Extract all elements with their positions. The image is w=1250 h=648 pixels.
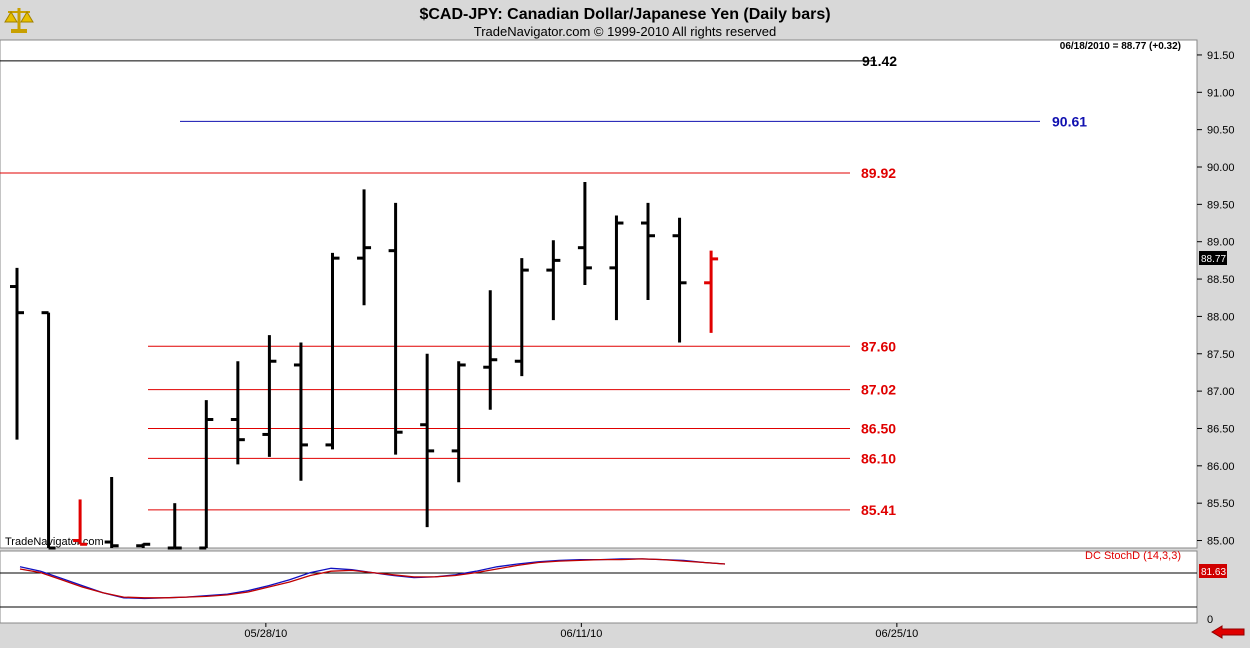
y-tick-label: 89.50 [1207,199,1235,211]
x-axis-ticks: 05/28/10 06/11/10 06/25/10 [244,623,918,640]
y-tick-label: 91.50 [1207,50,1235,62]
chart-title: $CAD-JPY: Canadian Dollar/Japanese Yen (… [419,6,830,23]
last-price-box [1199,251,1227,265]
chart-subtitle: TradeNavigator.com © 1999-2010 All right… [474,24,776,39]
y-tick-label: 85.50 [1207,498,1235,510]
stoch-line-red [19,558,726,599]
level-label-87.60: 87.60 [861,338,896,354]
y-tick-label: 91.00 [1207,87,1235,99]
ohlc-bar [357,189,372,306]
ohlc-bar [546,240,561,321]
stoch-lines [19,558,726,600]
y-axis-ticks: 91.50 91.00 90.50 90.00 89.50 89.00 88.50 88.00… [1197,50,1235,548]
x-tick-label: 06/11/10 [560,628,602,640]
y-tick-label: 88.00 [1207,311,1235,323]
ohlc-bar [10,267,24,440]
y-tick-label: 87.50 [1207,349,1235,361]
level-label-89.92: 89.92 [861,165,896,181]
stoch-label: DC StochD (14,3,3) [1085,550,1181,562]
x-tick-label: 05/28/10 [244,628,287,640]
ohlc-bar [230,361,245,465]
level-label-85.41: 85.41 [861,502,896,518]
y-tick-label: 90.50 [1207,125,1235,137]
ohlc-bar [609,215,624,321]
ohlc-bar [293,342,308,481]
stoch-value: 81.63 [1201,567,1226,578]
y-tick-label: 86.00 [1207,461,1235,473]
ohlc-bar [262,335,277,457]
ohlc-bar [136,542,151,548]
y-tick-label: 88.50 [1207,274,1235,286]
ohlc-bar [167,503,182,550]
ohlc-bar [577,181,592,286]
y-tick-label: 86.50 [1207,423,1235,435]
y-tick-label: 87.00 [1207,386,1235,398]
ohlc-bar [104,477,119,548]
x-tick-label: 06/25/10 [875,628,918,640]
ohlc-bar [41,311,56,550]
y-tick-label: 90.00 [1207,162,1235,174]
price-info: 06/18/2010 = 88.77 (+0.32) [1060,41,1181,52]
last-price-value: 88.77 [1201,254,1226,265]
price-bars [10,181,719,550]
ohlc-bar [451,361,466,483]
level-label-90.61: 90.61 [1052,113,1087,129]
stoch-value-box [1199,564,1227,578]
level-lines: 91.42 90.61 89.92 87.60 87.02 86.50 86.10 85.41 [0,53,1087,518]
ohlc-bar [325,252,340,450]
level-label-91.42: 91.42 [862,53,897,69]
y-tick-label: 85.00 [1207,536,1235,548]
ohlc-bar [73,499,88,546]
ohlc-bar [388,202,403,455]
ohlc-bar [199,400,214,550]
level-label-86.10: 86.10 [861,450,896,466]
ohlc-bar [704,250,719,333]
y-tick-label: 89.00 [1207,237,1235,249]
ohlc-bar [514,258,529,377]
ohlc-bar [420,353,435,528]
stoch-panel [0,550,1198,624]
ohlc-bar [672,217,687,343]
ohlc-bar [483,290,498,410]
scales-logo-icon [2,2,36,36]
ohlc-bar [641,202,655,300]
level-label-87.02: 87.02 [861,382,896,398]
stoch-y-tick: 0 [1207,614,1213,626]
scroll-left-arrow-icon[interactable] [1211,625,1245,639]
level-label-86.50: 86.50 [861,420,896,436]
watermark: TradeNavigator.com [5,536,104,548]
price-panel [0,39,1198,549]
